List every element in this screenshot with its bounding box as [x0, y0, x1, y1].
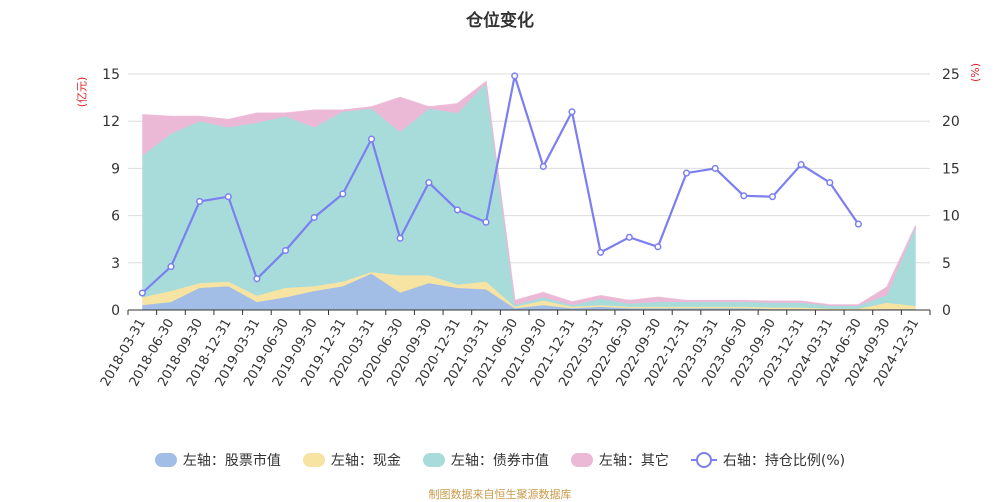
ratio-point — [339, 190, 347, 198]
legend-label-bond: 左轴：债券市值 — [450, 453, 549, 469]
chart-legend: 左轴：股票市值 左轴：现金 左轴：债券市值 左轴：其它 右轴：持仓比例(%) — [0, 450, 1000, 470]
ratio-point — [511, 72, 519, 80]
legend-line-ratio — [690, 452, 717, 468]
ratio-point — [682, 169, 691, 177]
legend-swatch-stock — [154, 453, 177, 467]
ratio-point — [854, 220, 862, 228]
legend-item-ratio[interactable]: 右轴：持仓比例(%) — [690, 450, 846, 470]
legend-swatch-bond — [422, 453, 445, 467]
legend-label-ratio: 右轴：持仓比例(%) — [722, 453, 846, 469]
legend-item-bond[interactable]: 左轴：债券市值 — [422, 450, 549, 470]
left-axis-tick-label: 15 — [102, 67, 120, 83]
ratio-point — [826, 179, 834, 187]
legend-item-other[interactable]: 左轴：其它 — [570, 450, 669, 470]
ratio-point — [539, 162, 547, 171]
ratio-line — [141, 74, 860, 294]
ratio-point — [425, 179, 433, 187]
right-axis-tick-label: 15 — [942, 161, 960, 177]
ratio-point — [281, 246, 290, 255]
ratio-point — [167, 263, 175, 271]
left-axis-tick-label: 12 — [102, 114, 120, 130]
ratio-point — [597, 248, 605, 256]
ratio-point — [253, 275, 261, 283]
legend-label-cash: 左轴：现金 — [330, 453, 401, 469]
left-axis-tick-label: 6 — [111, 209, 120, 225]
data-source-note: 制图数据来自恒生聚源数据库 — [428, 488, 572, 501]
left-axis-tick-label: 9 — [111, 161, 120, 177]
ratio-point — [740, 192, 748, 200]
area-series-0 — [142, 273, 916, 310]
ratio-point — [568, 108, 576, 116]
ratio-point — [654, 243, 662, 251]
ratio-point — [196, 197, 204, 205]
ratio-point — [138, 289, 146, 297]
right-axis-tick-label: 25 — [942, 67, 960, 83]
ratio-point — [711, 164, 719, 172]
ratio-point — [367, 135, 376, 143]
right-axis-tick-label: 5 — [942, 256, 951, 272]
right-axis-tick-label: 20 — [942, 114, 960, 130]
ratio-point — [768, 193, 777, 201]
area-series-1 — [142, 272, 916, 310]
legend-label-stock: 左轴：股票市值 — [182, 453, 281, 469]
left-axis-tick-label: 3 — [111, 256, 120, 272]
legend-item-stock[interactable]: 左轴：股票市值 — [154, 450, 281, 470]
left-axis-tick-label: 0 — [111, 303, 120, 319]
right-axis-tick-label: 0 — [942, 303, 951, 319]
legend-label-other: 左轴：其它 — [598, 453, 669, 469]
legend-swatch-cash — [302, 453, 325, 467]
chart-title: 仓位变化 — [466, 11, 534, 31]
ratio-point — [310, 213, 318, 222]
ratio-point — [224, 193, 232, 201]
ratio-point — [453, 206, 461, 214]
ratio-point — [396, 234, 404, 242]
ratio-point — [482, 218, 490, 226]
legend-item-cash[interactable]: 左轴：现金 — [302, 450, 401, 470]
area-series-2 — [142, 83, 916, 309]
ratio-point — [625, 233, 633, 241]
right-axis-tick-label: 10 — [942, 209, 960, 225]
ratio-point — [797, 161, 805, 169]
area-edge-3 — [142, 80, 917, 306]
legend-swatch-other — [570, 453, 593, 467]
